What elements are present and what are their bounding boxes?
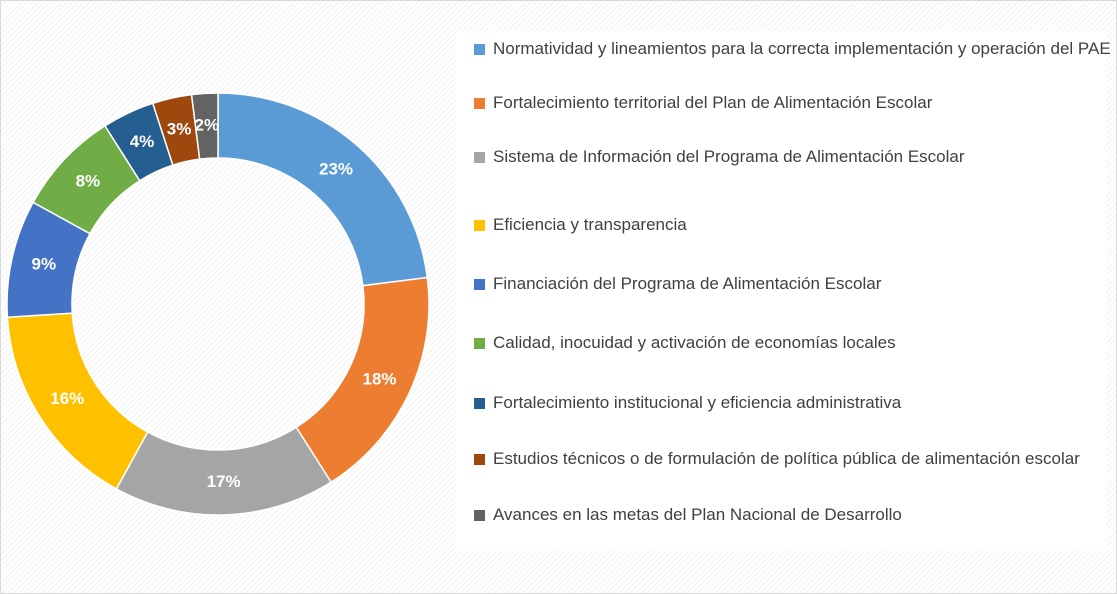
legend-item: Eficiencia y transparencia [474,211,1116,238]
legend-item: Fortalecimiento institucional y eficienc… [474,389,1116,416]
legend-item: Normatividad y lineamientos para la corr… [474,35,1116,62]
legend-swatch [474,279,485,290]
legend-swatch [474,220,485,231]
legend-swatch [474,510,485,521]
donut-slice [190,92,219,160]
legend-label: Fortalecimiento territorial del Plan de … [493,93,933,112]
legend-label: Normatividad y lineamientos para la corr… [493,39,1111,58]
data-label: 16% [50,389,84,408]
legend-swatch [474,338,485,349]
legend-swatch [474,98,485,109]
data-label: 9% [32,255,57,274]
legend-label: Eficiencia y transparencia [493,215,687,234]
legend-item: Financiación del Programa de Alimentació… [474,270,1116,297]
donut-slice [217,92,429,287]
legend-label: Avances en las metas del Plan Nacional d… [493,505,902,524]
legend-item: Estudios técnicos o de formulación de po… [474,445,1116,472]
data-label: 8% [76,171,101,190]
legend-label: Calidad, inocuidad y activación de econo… [493,333,896,352]
data-label: 18% [362,369,396,388]
legend-item: Fortalecimiento territorial del Plan de … [474,89,1116,116]
legend: Normatividad y lineamientos para la corr… [456,31,1111,551]
data-label: 3% [167,119,192,138]
legend-swatch [474,454,485,465]
data-label: 2% [195,115,220,134]
legend-item: Sistema de Información del Programa de A… [474,143,1116,170]
legend-label: Fortalecimiento institucional y eficienc… [493,393,902,412]
legend-label: Sistema de Información del Programa de A… [493,147,965,166]
legend-label: Financiación del Programa de Alimentació… [493,274,882,293]
data-label: 23% [319,160,353,179]
data-label: 4% [130,132,155,151]
legend-swatch [474,44,485,55]
legend-label: Estudios técnicos o de formulación de po… [493,449,1080,468]
legend-swatch [474,152,485,163]
legend-item: Avances en las metas del Plan Nacional d… [474,501,1116,528]
legend-swatch [474,398,485,409]
data-label: 17% [207,472,241,491]
legend-item: Calidad, inocuidad y activación de econo… [474,329,1116,356]
